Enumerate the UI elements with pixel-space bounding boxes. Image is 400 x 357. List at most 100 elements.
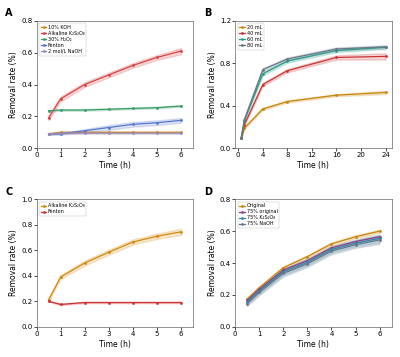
20 mL xyxy=(239,135,244,140)
Fenton xyxy=(106,125,111,130)
Legend: Original, 75% original, 75% K₂S₂O₈, 75% NaOH: Original, 75% original, 75% K₂S₂O₈, 75% … xyxy=(238,202,279,228)
80 mL xyxy=(334,47,339,51)
Alkaline K₂S₂O₈ xyxy=(106,73,111,77)
75% K₂S₂O₈ xyxy=(329,247,334,252)
60 mL xyxy=(239,135,244,140)
Alkaline K₂S₂O₈ xyxy=(154,234,159,238)
Line: 20 mL: 20 mL xyxy=(240,91,387,139)
75% original xyxy=(281,268,286,272)
Fenton xyxy=(154,121,159,125)
Legend: 20 mL, 40 mL, 60 mL, 80 mL: 20 mL, 40 mL, 60 mL, 80 mL xyxy=(238,23,264,50)
75% NaOH xyxy=(305,262,310,266)
75% original xyxy=(245,298,250,303)
Fenton xyxy=(46,132,51,136)
60 mL xyxy=(383,45,388,50)
10% KOH xyxy=(130,130,135,135)
75% K₂S₂O₈ xyxy=(245,300,250,304)
Fenton xyxy=(58,302,63,307)
30% H₂O₂ xyxy=(154,105,159,110)
75% NaOH xyxy=(353,242,358,247)
X-axis label: Time (h): Time (h) xyxy=(99,161,131,170)
40 mL xyxy=(242,123,247,127)
Original xyxy=(305,255,310,259)
Original xyxy=(245,297,250,301)
75% K₂S₂O₈ xyxy=(257,289,262,293)
75% original xyxy=(305,258,310,263)
Alkaline K₂S₂O₈ xyxy=(179,230,184,234)
40 mL xyxy=(334,55,339,60)
75% original xyxy=(257,287,262,291)
Line: 2 mol/L NaOH: 2 mol/L NaOH xyxy=(47,132,182,135)
10% KOH xyxy=(82,130,87,135)
10% KOH xyxy=(106,130,111,135)
Original xyxy=(353,235,358,239)
10% KOH xyxy=(58,130,63,135)
2 mol/L NaOH xyxy=(106,131,111,135)
Y-axis label: Removal rate (%): Removal rate (%) xyxy=(208,230,217,296)
Y-axis label: Removal rate (%): Removal rate (%) xyxy=(208,51,217,118)
80 mL xyxy=(383,45,388,49)
30% H₂O₂ xyxy=(106,107,111,111)
Line: 30% H₂O₂: 30% H₂O₂ xyxy=(47,105,182,112)
30% H₂O₂ xyxy=(46,109,51,113)
20 mL xyxy=(383,90,388,95)
2 mol/L NaOH xyxy=(179,131,184,135)
X-axis label: Time (h): Time (h) xyxy=(99,340,131,349)
20 mL xyxy=(242,126,247,130)
10% KOH xyxy=(46,132,51,136)
60 mL xyxy=(285,59,290,63)
10% KOH xyxy=(154,130,159,135)
Fenton xyxy=(154,300,159,305)
Line: Original: Original xyxy=(246,230,381,300)
Alkaline K₂S₂O₈ xyxy=(106,250,111,254)
60 mL xyxy=(260,72,265,76)
2 mol/L NaOH xyxy=(46,132,51,136)
2 mol/L NaOH xyxy=(58,131,63,135)
40 mL xyxy=(239,135,244,140)
20 mL xyxy=(285,99,290,104)
2 mol/L NaOH xyxy=(82,131,87,135)
Line: 75% NaOH: 75% NaOH xyxy=(246,238,381,305)
75% NaOH xyxy=(257,290,262,295)
X-axis label: Time (h): Time (h) xyxy=(298,161,329,170)
60 mL xyxy=(242,119,247,123)
Alkaline K₂S₂O₈ xyxy=(46,298,51,302)
Line: 75% original: 75% original xyxy=(246,235,381,302)
Line: 80 mL: 80 mL xyxy=(240,45,387,139)
60 mL xyxy=(334,49,339,53)
30% H₂O₂ xyxy=(82,108,87,112)
Alkaline K₂S₂O₈ xyxy=(154,55,159,60)
Original xyxy=(257,286,262,290)
30% H₂O₂ xyxy=(58,108,63,112)
75% original xyxy=(353,240,358,244)
Line: Fenton: Fenton xyxy=(47,300,182,306)
30% H₂O₂ xyxy=(179,104,184,108)
Line: Fenton: Fenton xyxy=(47,119,182,135)
40 mL xyxy=(383,54,388,59)
Legend: Alkaline K₂S₂O₈, Fenton: Alkaline K₂S₂O₈, Fenton xyxy=(39,202,86,216)
Fenton xyxy=(82,300,87,305)
Y-axis label: Removal rate (%): Removal rate (%) xyxy=(9,51,18,118)
40 mL xyxy=(260,82,265,87)
Line: 75% K₂S₂O₈: 75% K₂S₂O₈ xyxy=(246,237,381,303)
Alkaline K₂S₂O₈ xyxy=(130,63,135,67)
80 mL xyxy=(239,135,244,140)
75% K₂S₂O₈ xyxy=(377,236,382,241)
75% NaOH xyxy=(329,249,334,253)
75% NaOH xyxy=(245,302,250,306)
20 mL xyxy=(260,107,265,111)
75% original xyxy=(377,235,382,239)
75% NaOH xyxy=(377,238,382,242)
Text: D: D xyxy=(204,187,212,197)
75% K₂S₂O₈ xyxy=(305,260,310,265)
Alkaline K₂S₂O₈ xyxy=(179,49,184,53)
Text: C: C xyxy=(5,187,12,197)
2 mol/L NaOH xyxy=(130,131,135,135)
Original xyxy=(281,266,286,270)
75% original xyxy=(329,246,334,250)
Y-axis label: Removal rate (%): Removal rate (%) xyxy=(9,230,18,296)
Legend: 10% KOH, Alkaline K₂S₂O₈, 30% H₂O₂, Fenton, 2 mol/L NaOH: 10% KOH, Alkaline K₂S₂O₈, 30% H₂O₂, Fent… xyxy=(39,23,86,56)
Alkaline K₂S₂O₈ xyxy=(46,116,51,120)
Line: Alkaline K₂S₂O₈: Alkaline K₂S₂O₈ xyxy=(47,50,182,119)
Text: A: A xyxy=(5,8,13,18)
